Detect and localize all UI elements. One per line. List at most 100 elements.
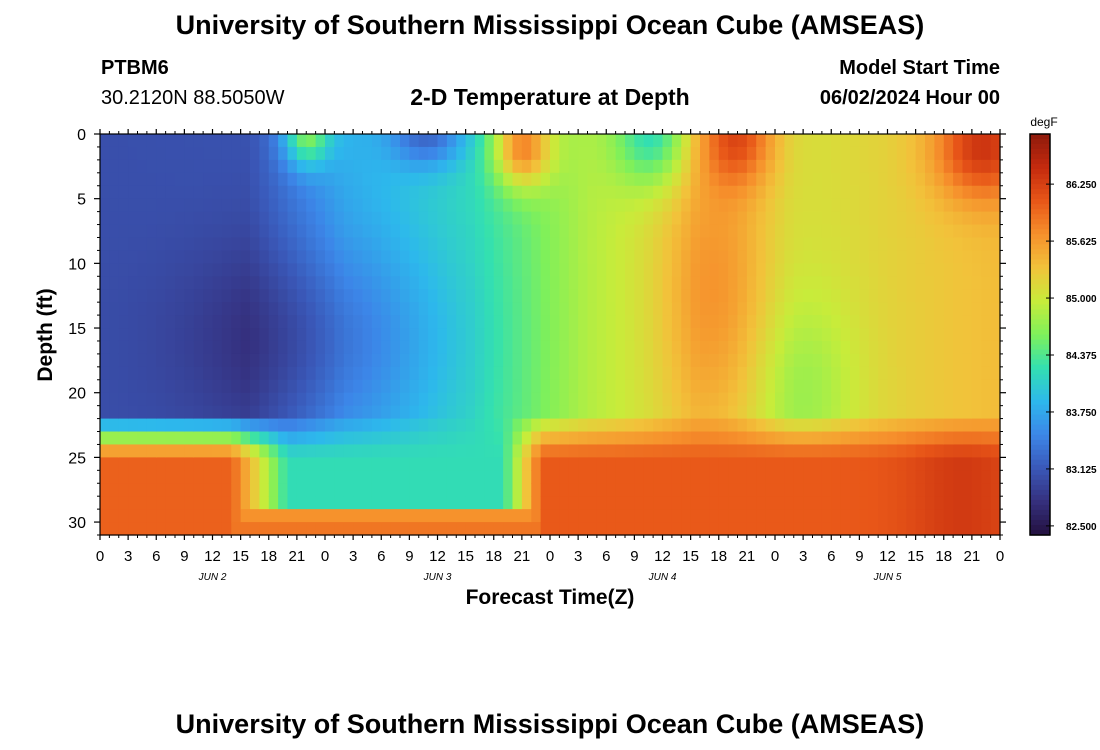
heatmap-cell: [306, 289, 317, 303]
heatmap-cell: [559, 483, 570, 497]
heatmap-cell: [343, 522, 354, 536]
heatmap-cell: [315, 366, 326, 381]
heatmap-cell: [165, 185, 176, 200]
heatmap-cell: [840, 509, 851, 523]
heatmap-cell: [934, 250, 945, 264]
heatmap-cell: [400, 379, 410, 394]
x-tick-label: 9: [630, 548, 638, 565]
heatmap-cell: [203, 444, 214, 458]
heatmap-cell: [934, 263, 945, 277]
heatmap-cell: [925, 509, 935, 523]
heatmap-cell: [315, 172, 326, 187]
heatmap-cell: [625, 353, 635, 368]
heatmap-cell: [212, 509, 223, 523]
heatmap-cell: [484, 509, 495, 523]
heatmap-cell: [775, 405, 785, 420]
heatmap-cell: [475, 496, 485, 510]
heatmap-cell: [746, 211, 757, 226]
heatmap-cell: [446, 276, 457, 290]
heatmap-cell: [990, 198, 1001, 213]
heatmap-cell: [840, 185, 851, 200]
heatmap-cell: [709, 224, 720, 239]
heatmap-cell: [146, 289, 157, 303]
heatmap-cell: [371, 289, 382, 303]
heatmap-cell: [212, 328, 223, 342]
heatmap-cell: [906, 134, 917, 148]
heatmap-cell: [250, 172, 260, 187]
heatmap-cell: [615, 250, 626, 264]
heatmap-cell: [512, 211, 523, 226]
heatmap-cell: [428, 172, 439, 187]
heatmap-cell: [625, 276, 635, 290]
heatmap-cell: [690, 289, 701, 303]
heatmap-cell: [793, 522, 804, 536]
heatmap-cell: [812, 522, 823, 536]
heatmap-cell: [521, 483, 532, 497]
colorbar-tick-label: 85.625: [1066, 237, 1097, 248]
heatmap-cell: [596, 483, 607, 497]
heatmap-cell: [765, 172, 776, 187]
heatmap-cell: [831, 211, 842, 226]
heatmap-cell: [746, 185, 757, 200]
heatmap-cell: [868, 211, 879, 226]
heatmap-cell: [484, 457, 495, 471]
heatmap-cell: [521, 392, 532, 407]
heatmap-cell: [109, 276, 120, 290]
heatmap-cell: [662, 418, 673, 433]
heatmap-cell: [971, 509, 982, 523]
heatmap-cell: [446, 418, 457, 433]
heatmap-cell: [428, 470, 439, 484]
heatmap-cell: [231, 185, 242, 200]
heatmap-cell: [559, 263, 570, 277]
heatmap-cell: [953, 457, 964, 471]
heatmap-cell: [943, 483, 954, 497]
heatmap-cell: [662, 457, 673, 471]
heatmap-cell: [184, 353, 195, 368]
heatmap-cell: [878, 340, 889, 355]
heatmap-cell: [306, 328, 317, 342]
heatmap-cell: [381, 211, 392, 226]
heatmap-cell: [343, 496, 354, 510]
heatmap-cell: [990, 483, 1001, 497]
heatmap-cell: [981, 496, 992, 510]
heatmap-cell: [400, 198, 410, 213]
heatmap-cell: [296, 185, 307, 200]
heatmap-cell: [990, 353, 1001, 368]
heatmap-cell: [371, 457, 382, 471]
heatmap-cell: [943, 353, 954, 368]
heatmap-cell: [831, 224, 842, 239]
heatmap-cell: [493, 302, 504, 316]
heatmap-cell: [915, 366, 926, 381]
heatmap-cell: [259, 302, 270, 316]
heatmap-cell: [775, 496, 785, 510]
heatmap-cell: [559, 392, 570, 407]
heatmap-cell: [390, 159, 401, 174]
heatmap-cell: [887, 418, 898, 433]
heatmap-cell: [137, 418, 148, 433]
heatmap-cell: [812, 198, 823, 213]
heatmap-cell: [521, 276, 532, 290]
heatmap-cell: [484, 392, 495, 407]
heatmap-cell: [362, 224, 373, 239]
heatmap-cell: [840, 444, 851, 458]
heatmap-cell: [400, 444, 410, 458]
heatmap-cell: [803, 483, 814, 497]
heatmap-cell: [671, 418, 682, 433]
heatmap-cell: [615, 392, 626, 407]
heatmap-cell: [615, 146, 626, 161]
heatmap-cell: [840, 470, 851, 484]
heatmap-cell: [165, 457, 176, 471]
heatmap-cell: [953, 405, 964, 420]
heatmap-cell: [765, 340, 776, 355]
heatmap-cell: [606, 224, 617, 239]
heatmap-cell: [634, 263, 645, 277]
heatmap-cell: [934, 172, 945, 187]
heatmap-cell: [981, 263, 992, 277]
heatmap-cell: [746, 237, 757, 252]
heatmap-cell: [625, 470, 635, 484]
heatmap-cell: [456, 522, 467, 536]
heatmap-cell: [728, 353, 739, 368]
heatmap-cell: [221, 340, 232, 355]
heatmap-cell: [653, 211, 664, 226]
heatmap-cell: [325, 379, 335, 394]
